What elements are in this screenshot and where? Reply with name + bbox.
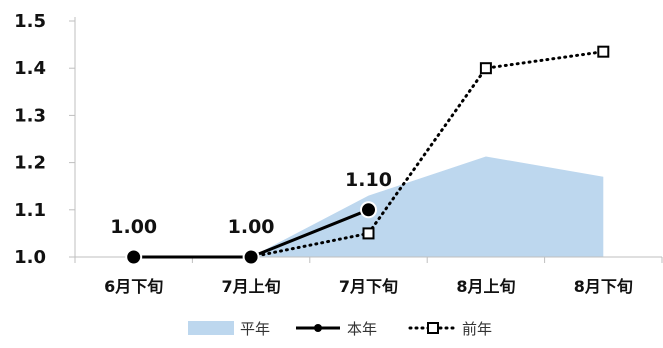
y-tick-label: 1.1 bbox=[14, 200, 46, 221]
axes: 1.0 1.1 1.2 1.3 1.4 1.5 6月下旬 7月上旬 7月下旬 8月上旬 8月下旬 bbox=[14, 11, 663, 296]
y-tick-label: 1.3 bbox=[14, 105, 46, 126]
legend-label-前年: 前年 bbox=[462, 320, 492, 338]
data-label: 1.00 bbox=[110, 216, 157, 238]
marker-前年 bbox=[362, 227, 375, 240]
marker-本年 bbox=[360, 201, 377, 219]
legend-label-本年: 本年 bbox=[347, 320, 377, 338]
data-label: 1.00 bbox=[228, 216, 275, 238]
label-layer: 1.00 1.00 1.10 bbox=[110, 169, 392, 238]
legend-marker-本年 bbox=[314, 324, 322, 332]
x-tick-label: 8月上旬 bbox=[456, 277, 515, 296]
legend: 平年 本年 前年 bbox=[188, 320, 492, 338]
marker-本年 bbox=[242, 248, 260, 266]
x-tick-label: 7月下旬 bbox=[339, 277, 398, 296]
marker-前年 bbox=[597, 45, 610, 58]
data-label: 1.10 bbox=[345, 169, 392, 191]
legend-label-平年: 平年 bbox=[240, 320, 270, 338]
line-layer bbox=[125, 45, 610, 266]
line-series-前年 bbox=[249, 50, 605, 259]
x-tick-label: 7月上旬 bbox=[222, 277, 281, 296]
y-tick-label: 1.2 bbox=[14, 153, 46, 174]
legend-swatch-平年 bbox=[188, 321, 234, 335]
y-tick-label: 1.4 bbox=[14, 58, 46, 79]
x-tick-label: 8月下旬 bbox=[574, 277, 633, 296]
marker-本年 bbox=[125, 248, 143, 266]
legend-marker-前年 bbox=[427, 322, 439, 334]
x-tick-label: 6月下旬 bbox=[104, 277, 163, 296]
marker-前年 bbox=[479, 62, 492, 75]
y-tick-label: 1.5 bbox=[14, 11, 46, 32]
y-tick-label: 1.0 bbox=[14, 247, 46, 268]
